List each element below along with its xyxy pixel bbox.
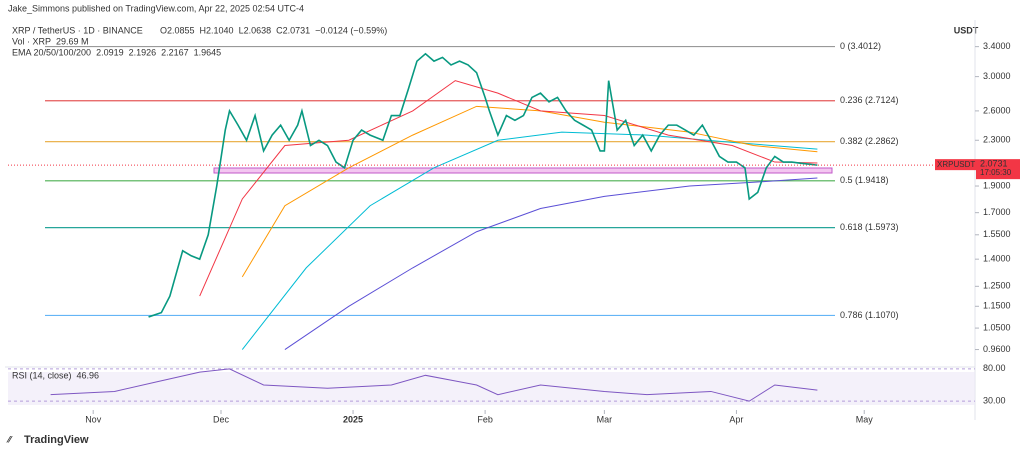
fib-label: 0.236 (2.7124)	[840, 95, 899, 105]
x-tick-label: Feb	[477, 414, 493, 424]
x-tick-label: 2025	[343, 414, 363, 424]
brand-name: TradingView	[24, 434, 89, 446]
x-tick-label: Mar	[597, 414, 613, 424]
x-tick-label: Apr	[729, 414, 743, 424]
fib-label: 0 (3.4012)	[840, 41, 881, 51]
rsi-info: 46.96	[77, 370, 100, 380]
brand-logo: ⁄⁄	[6, 434, 14, 444]
ema-line	[241, 131, 818, 350]
price-tag-symbol: XRPUSDT	[937, 160, 975, 169]
currency: USDT	[954, 25, 979, 35]
price-tag-time: 17:05:30	[980, 168, 1012, 177]
y-tick-label: 1.5500	[983, 229, 1011, 239]
support-zone	[213, 167, 833, 174]
ema-info: 2.1926	[129, 47, 157, 57]
x-tick-label: Dec	[213, 414, 230, 424]
y-tick-label: 0.9600	[983, 344, 1011, 354]
y-tick-label: 1.0500	[983, 322, 1011, 332]
ema-info: 2.2167	[161, 47, 189, 57]
y-tick-label: 1.9000	[983, 180, 1011, 190]
y-tick-label: 2.6000	[983, 105, 1011, 115]
price-tag-value: 2.0731	[980, 159, 1008, 169]
y-tick-label: 1.2500	[983, 281, 1011, 291]
y-tick-label: 3.0000	[983, 71, 1011, 81]
ema-info: 1.9645	[194, 47, 222, 57]
y-tick-label: 2.3000	[983, 135, 1011, 145]
x-tick-label: Nov	[85, 414, 102, 424]
y-tick-label: 1.1500	[983, 301, 1011, 311]
x-tick-label: May	[856, 414, 874, 424]
price-tag-box	[935, 159, 976, 171]
brand: ⁄⁄ TradingView	[6, 434, 89, 446]
ohlc: C2.0731	[276, 25, 310, 35]
ohlc: H2.1040	[200, 25, 234, 35]
volume-info: Vol · XRP	[12, 36, 51, 46]
price-line	[148, 52, 818, 318]
ema-info: 2.0919	[96, 47, 124, 57]
rsi-info: RSI (14, close)	[12, 370, 72, 380]
price-tag-box	[976, 159, 1020, 180]
ema-line	[284, 177, 818, 350]
rsi-band	[8, 372, 975, 405]
publisher: Jake_Simmons published on TradingView.co…	[8, 3, 304, 13]
rsi-tick-label: 80.00	[983, 363, 1006, 373]
ohlc: O2.0855	[160, 25, 195, 35]
y-tick-label: 3.4000	[983, 41, 1011, 51]
fib-label: 0.618 (1.5973)	[840, 222, 899, 232]
rsi-line	[50, 368, 818, 402]
y-tick-label: 1.4000	[983, 254, 1011, 264]
rsi-tick-label: 30.00	[983, 396, 1006, 406]
fib-label: 0.786 (1.1070)	[840, 310, 899, 320]
ohlc: −0.0124 (−0.59%)	[315, 25, 387, 35]
y-tick-label: 1.7000	[983, 207, 1011, 217]
ema-info: EMA 20/50/100/200	[12, 47, 91, 57]
volume-info: 29.69 M	[56, 36, 89, 46]
ema-line	[241, 105, 818, 278]
ema-line	[199, 80, 818, 297]
fib-label: 0.382 (2.2862)	[840, 136, 899, 146]
fib-label: 0.5 (1.9418)	[840, 175, 889, 185]
symbol: XRP / TetherUS · 1D · BINANCE	[12, 25, 143, 35]
ohlc: L2.0638	[239, 25, 272, 35]
